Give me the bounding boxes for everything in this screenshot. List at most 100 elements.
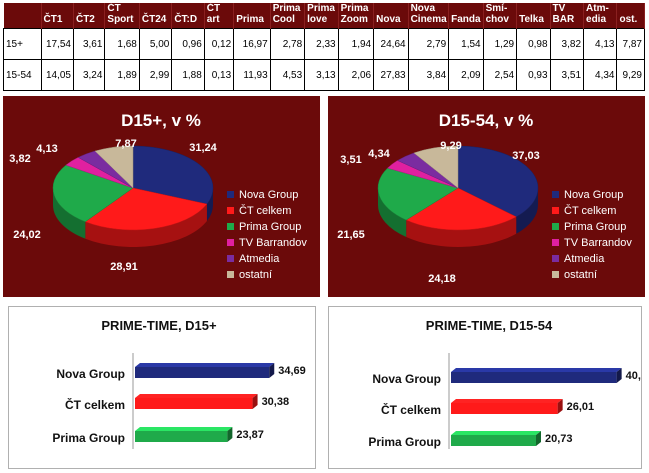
table-cell: 3,13 bbox=[304, 59, 339, 91]
table-cell: 2,78 bbox=[269, 28, 306, 60]
bar-top-face bbox=[451, 399, 563, 403]
table-header-cell: ost. bbox=[616, 3, 645, 29]
table-cell: 2,79 bbox=[407, 28, 450, 60]
legend-swatch bbox=[227, 223, 234, 230]
pie-data-label: 4,13 bbox=[36, 143, 57, 155]
table-header-cell: ČT2 bbox=[73, 3, 106, 29]
table-row: 15+ 17,54 3,61 1,68 5,00 0,96 0,12 16,97 2,78 2,3… bbox=[3, 28, 645, 60]
legend-label: Atmedia bbox=[564, 253, 605, 265]
legend-swatch bbox=[227, 207, 234, 214]
table-cell: 3,51 bbox=[549, 59, 585, 91]
bar-data-label: 20,73 bbox=[545, 433, 573, 445]
table-header-cell: ČT Sport bbox=[104, 3, 140, 29]
bar-side-face bbox=[227, 427, 233, 442]
legend-swatch bbox=[552, 239, 559, 246]
table-cell: 4,53 bbox=[269, 59, 306, 91]
table-cell: 2,33 bbox=[304, 28, 339, 60]
table-cell: 4,13 bbox=[583, 28, 618, 60]
table-cell: 14,05 bbox=[40, 59, 74, 91]
pie-title: D15-54, v % bbox=[439, 111, 534, 130]
table-header-cell: ČT1 bbox=[41, 3, 74, 29]
table-cell: 1,68 bbox=[104, 28, 140, 60]
pie-slice bbox=[413, 145, 459, 189]
pie-title: D15+, v % bbox=[121, 111, 201, 130]
table-cell: 0,98 bbox=[516, 28, 551, 60]
table-cell: 7,87 bbox=[616, 28, 645, 60]
table-cell: 2,09 bbox=[448, 59, 484, 91]
bar-chart-title: PRIME-TIME, D15-54 bbox=[426, 318, 553, 333]
table-header-cell: Telka bbox=[516, 3, 551, 29]
table-row-label: 15-54 bbox=[3, 59, 42, 91]
pie-data-label: 7,87 bbox=[115, 138, 136, 150]
pie-data-label: 24,18 bbox=[428, 273, 456, 285]
table-header-cell: Prima love bbox=[304, 3, 339, 29]
pie-data-label: 3,82 bbox=[9, 153, 30, 165]
pie-data-label: 9,29 bbox=[440, 140, 461, 152]
table-cell: 3,82 bbox=[549, 28, 585, 60]
bar-panel-d15plus: PRIME-TIME, D15+ Nova Group 34,69 ČT celkem… bbox=[8, 306, 316, 469]
pie-data-label: 37,03 bbox=[512, 150, 540, 162]
legend-swatch bbox=[227, 191, 234, 198]
pie-slice bbox=[377, 167, 459, 221]
table-cell: 2,99 bbox=[138, 59, 173, 91]
bar bbox=[135, 367, 270, 378]
pie-slice-side bbox=[516, 188, 538, 234]
table-header-cell: Nova Cinema bbox=[408, 3, 450, 29]
table-cell: 16,97 bbox=[233, 28, 271, 60]
table-cell: 0,93 bbox=[516, 59, 551, 91]
pie-data-label: 21,65 bbox=[337, 229, 365, 241]
pie-panel-d1554: D15-54, v % 37,03 24,18 21,65 3,51 4,34 9,29 No… bbox=[328, 96, 645, 297]
bar-panel-d1554: PRIME-TIME, D15-54 Nova Group 40,4 ČT celke… bbox=[328, 306, 648, 469]
bar-top-face bbox=[135, 363, 275, 367]
legend-label: ČT celkem bbox=[564, 204, 616, 217]
bar bbox=[135, 431, 228, 442]
bar-side-face bbox=[616, 368, 622, 383]
pie-data-label: 4,34 bbox=[368, 148, 390, 160]
table-cell: 1,88 bbox=[171, 59, 205, 91]
bar-side-face bbox=[557, 399, 563, 414]
bar-chart-d1554: PRIME-TIME, D15-54 Nova Group 40,4 ČT celke… bbox=[368, 318, 648, 449]
legend-label: Nova Group bbox=[564, 189, 623, 201]
table-cell: 1,54 bbox=[448, 28, 484, 60]
legend-label: Prima Group bbox=[564, 221, 626, 233]
table-cell: 3,24 bbox=[72, 59, 106, 91]
pie-data-label: 31,24 bbox=[189, 142, 217, 154]
table-cell: 17,54 bbox=[40, 28, 74, 60]
table-cell: 27,83 bbox=[373, 59, 409, 91]
pie-chart-d1554: D15-54, v % 37,03 24,18 21,65 3,51 4,34 9,29 No… bbox=[337, 111, 632, 285]
bar-category-label: ČT celkem bbox=[381, 402, 441, 417]
bar-category-label: Nova Group bbox=[372, 372, 441, 386]
table-cell: 3,61 bbox=[72, 28, 106, 60]
pie-panel-d15plus: D15+, v % 31,24 28,91 24,02 3,82 4,13 7,87 Nova… bbox=[3, 96, 320, 297]
legend-label: Nova Group bbox=[239, 189, 298, 201]
pie-slice bbox=[52, 164, 134, 223]
legend-label: Atmedia bbox=[239, 253, 280, 265]
legend-label: ČT celkem bbox=[239, 204, 291, 217]
pie-slice bbox=[94, 145, 134, 189]
table-row-label: 15+ bbox=[3, 28, 42, 60]
bar-data-label: 23,87 bbox=[236, 429, 264, 441]
table-cell: 1,94 bbox=[337, 28, 375, 60]
table-header-cell: TV BAR bbox=[550, 3, 585, 29]
pie-slice-side bbox=[85, 204, 207, 248]
table-cell: 3,84 bbox=[407, 59, 450, 91]
bar-data-label: 30,38 bbox=[262, 396, 290, 408]
table-cell: 9,29 bbox=[616, 59, 645, 91]
table-header-cell: Fanda bbox=[448, 3, 484, 29]
pie-slice bbox=[405, 187, 517, 231]
legend-swatch bbox=[227, 255, 234, 262]
legend-swatch bbox=[552, 207, 559, 214]
bar bbox=[451, 435, 536, 446]
table-header-cell: Prima bbox=[233, 3, 271, 29]
bar bbox=[451, 372, 617, 383]
table-cell: 0,12 bbox=[203, 28, 235, 60]
legend-label: TV Barrandov bbox=[239, 237, 307, 249]
pie-slice bbox=[84, 187, 208, 231]
legend-swatch bbox=[552, 271, 559, 278]
share-table: ČT1 ČT2 ČT Sport ČT24 ČT:D ČT art Prima Prima C… bbox=[3, 3, 645, 91]
legend-label: TV Barrandov bbox=[564, 237, 632, 249]
bar-category-label: ČT celkem bbox=[65, 397, 125, 412]
table-header-cell: Smí- chov bbox=[483, 3, 518, 29]
table-cell: 11,93 bbox=[233, 59, 271, 91]
legend-label: ostatní bbox=[239, 269, 272, 281]
